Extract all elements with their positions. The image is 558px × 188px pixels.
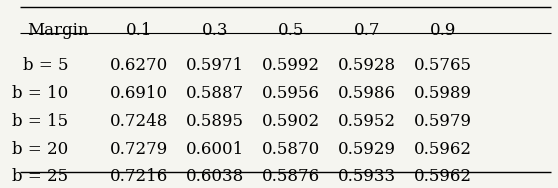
Text: 0.7216: 0.7216: [110, 168, 168, 185]
Text: 0.5962: 0.5962: [413, 168, 472, 185]
Text: 0.1: 0.1: [126, 22, 152, 39]
Text: 0.5929: 0.5929: [338, 141, 396, 158]
Text: 0.5870: 0.5870: [262, 141, 320, 158]
Text: 0.7248: 0.7248: [110, 113, 169, 130]
Text: 0.7: 0.7: [354, 22, 380, 39]
Text: 0.5971: 0.5971: [186, 57, 244, 74]
Text: 0.5989: 0.5989: [413, 85, 472, 102]
Text: 0.5962: 0.5962: [413, 141, 472, 158]
Text: 0.5928: 0.5928: [338, 57, 396, 74]
Text: 0.5933: 0.5933: [338, 168, 396, 185]
Text: 0.5986: 0.5986: [338, 85, 396, 102]
Text: 0.6038: 0.6038: [186, 168, 244, 185]
Text: 0.5765: 0.5765: [413, 57, 472, 74]
Text: 0.9: 0.9: [430, 22, 456, 39]
Text: b = 15: b = 15: [12, 113, 69, 130]
Text: 0.5979: 0.5979: [413, 113, 472, 130]
Text: b = 10: b = 10: [12, 85, 69, 102]
Text: 0.5952: 0.5952: [338, 113, 396, 130]
Text: 0.5887: 0.5887: [186, 85, 244, 102]
Text: 0.6001: 0.6001: [186, 141, 244, 158]
Text: 0.5876: 0.5876: [262, 168, 320, 185]
Text: 0.5895: 0.5895: [186, 113, 244, 130]
Text: 0.5992: 0.5992: [262, 57, 320, 74]
Text: b = 5: b = 5: [23, 57, 69, 74]
Text: b = 20: b = 20: [12, 141, 69, 158]
Text: 0.5956: 0.5956: [262, 85, 320, 102]
Text: Margin: Margin: [27, 22, 89, 39]
Text: 0.5: 0.5: [278, 22, 304, 39]
Text: 0.6910: 0.6910: [110, 85, 168, 102]
Text: 0.6270: 0.6270: [110, 57, 168, 74]
Text: 0.3: 0.3: [202, 22, 228, 39]
Text: 0.7279: 0.7279: [110, 141, 168, 158]
Text: 0.5902: 0.5902: [262, 113, 320, 130]
Text: b = 25: b = 25: [12, 168, 69, 185]
